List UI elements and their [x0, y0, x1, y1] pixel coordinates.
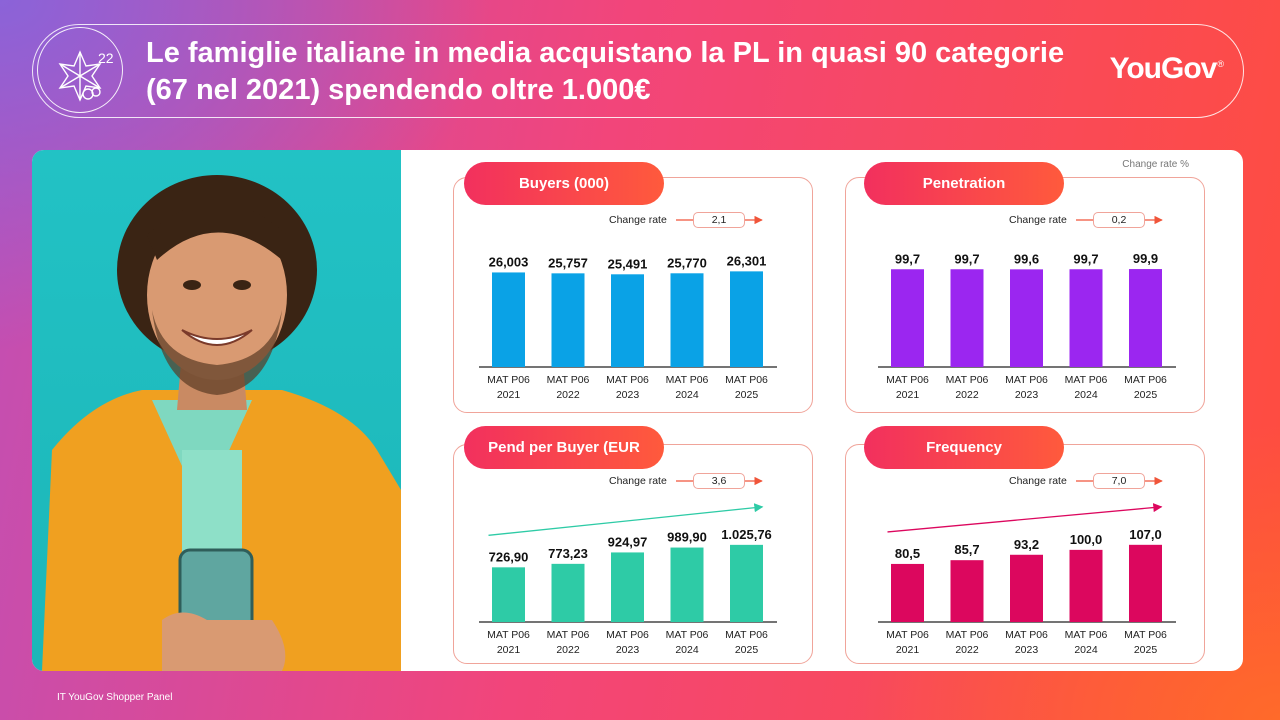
change-rate-value-frequency: 7,0	[1093, 473, 1145, 489]
frequency-value-label-1: 85,7	[954, 542, 979, 557]
penetration-bar-4	[1129, 269, 1162, 367]
penetration-bar-3	[1069, 269, 1103, 367]
spend-bar-4	[730, 544, 763, 622]
spend-bar-1	[551, 563, 585, 622]
change-rate-value-spend: 3,6	[693, 473, 745, 489]
buyers-bar-2	[611, 274, 644, 367]
buyers-value-label-0: 26,003	[489, 254, 529, 269]
penetration-value-label-1: 99,7	[954, 251, 979, 266]
buyers-bar-3	[670, 273, 704, 367]
buyers-bar-4	[730, 271, 763, 367]
page-title: Le famiglie italiane in media acquistano…	[146, 37, 1065, 106]
frequency-trend-arrow	[887, 503, 1163, 533]
frequency-bar-2	[1010, 554, 1043, 622]
change-rate-label-frequency: Change rate	[1009, 475, 1067, 487]
penetration-value-label-0: 99,7	[895, 251, 920, 266]
spend-category-label-1: MAT P06 2022	[547, 629, 590, 656]
frequency-category-label-1: MAT P06 2022	[946, 629, 989, 656]
buyers-category-label-4: MAT P06 2025	[725, 374, 768, 401]
penetration-category-label-4: MAT P06 2025	[1124, 374, 1167, 401]
buyers-category-label-3: MAT P06 2024	[666, 374, 709, 401]
page-number: 22	[98, 50, 114, 66]
change-rate-value-buyers: 2,1	[693, 212, 745, 228]
change-rate-label-penetration: Change rate	[1009, 214, 1067, 226]
change-rate-label-spend: Change rate	[609, 475, 667, 487]
buyers-category-label-2: MAT P06 2023	[606, 374, 649, 401]
spend-bar-0	[492, 567, 525, 622]
frequency-category-label-0: MAT P06 2021	[886, 629, 929, 656]
buyers-value-label-4: 26,301	[727, 253, 767, 268]
penetration-value-label-3: 99,7	[1073, 251, 1098, 266]
penetration-category-label-0: MAT P06 2021	[886, 374, 929, 401]
buyers-value-label-1: 25,757	[548, 255, 588, 270]
change-rate-note: Change rate %	[1122, 159, 1189, 170]
person-illustration	[42, 175, 401, 671]
logo-registered-mark: ®	[1217, 59, 1224, 69]
spend-category-label-0: MAT P06 2021	[487, 629, 530, 656]
header-banner: 22 Le famiglie italiane in media acquist…	[32, 24, 1244, 118]
spend-bar-2	[611, 552, 644, 622]
change-rate-label-buyers: Change rate	[609, 214, 667, 226]
penetration-value-label-4: 99,9	[1133, 251, 1158, 266]
frequency-bar-0	[891, 563, 924, 622]
penetration-bar-0	[891, 269, 924, 367]
frequency-bar-1	[950, 560, 984, 622]
yougov-logo: YouGov®	[1109, 52, 1224, 86]
frequency-category-label-3: MAT P06 2024	[1065, 629, 1108, 656]
holly-icon	[58, 50, 102, 102]
person-photo	[32, 150, 401, 671]
buyers-value-label-3: 25,770	[667, 255, 707, 270]
penetration-value-label-2: 99,6	[1014, 251, 1039, 266]
spend-bar-3	[670, 547, 704, 622]
penetration-category-label-1: MAT P06 2022	[946, 374, 989, 401]
source-footer: IT YouGov Shopper Panel	[57, 692, 173, 703]
spend-value-label-1: 773,23	[548, 546, 588, 561]
frequency-bar-3	[1069, 549, 1103, 622]
buyers-value-label-2: 25,491	[608, 256, 648, 271]
change-rate-value-penetration: 0,2	[1093, 212, 1145, 228]
spend-category-label-3: MAT P06 2024	[666, 629, 709, 656]
penetration-category-label-2: MAT P06 2023	[1005, 374, 1048, 401]
penetration-bar-1	[950, 269, 984, 367]
frequency-value-label-3: 100,0	[1070, 532, 1103, 547]
penetration-category-label-3: MAT P06 2024	[1065, 374, 1108, 401]
frequency-bar-4	[1129, 544, 1162, 622]
spend-trend-arrow	[488, 503, 764, 536]
logo-text: YouGov	[1109, 52, 1218, 85]
chart-title-frequency: Frequency	[864, 426, 1064, 469]
frequency-category-label-2: MAT P06 2023	[1005, 629, 1048, 656]
chart-title-penetration: Penetration	[864, 162, 1064, 205]
frequency-value-label-2: 93,2	[1014, 537, 1039, 552]
spend-category-label-2: MAT P06 2023	[606, 629, 649, 656]
spend-value-label-3: 989,90	[667, 530, 707, 545]
chart-title-buyers: Buyers (000)	[464, 162, 664, 205]
buyers-bar-0	[492, 272, 525, 367]
frequency-category-label-4: MAT P06 2025	[1124, 629, 1167, 656]
chart-title-spend: Pend per Buyer (EUR	[464, 426, 664, 469]
spend-value-label-4: 1.025,76	[721, 527, 772, 542]
spend-value-label-0: 726,90	[489, 549, 529, 564]
frequency-value-label-0: 80,5	[895, 546, 920, 561]
buyers-category-label-0: MAT P06 2021	[487, 374, 530, 401]
page-badge: 22	[37, 27, 123, 113]
frequency-value-label-4: 107,0	[1129, 527, 1162, 542]
spend-value-label-2: 924,97	[608, 534, 648, 549]
buyers-bar-1	[551, 273, 585, 367]
penetration-bar-2	[1010, 269, 1043, 367]
spend-category-label-4: MAT P06 2025	[725, 629, 768, 656]
buyers-category-label-1: MAT P06 2022	[547, 374, 590, 401]
